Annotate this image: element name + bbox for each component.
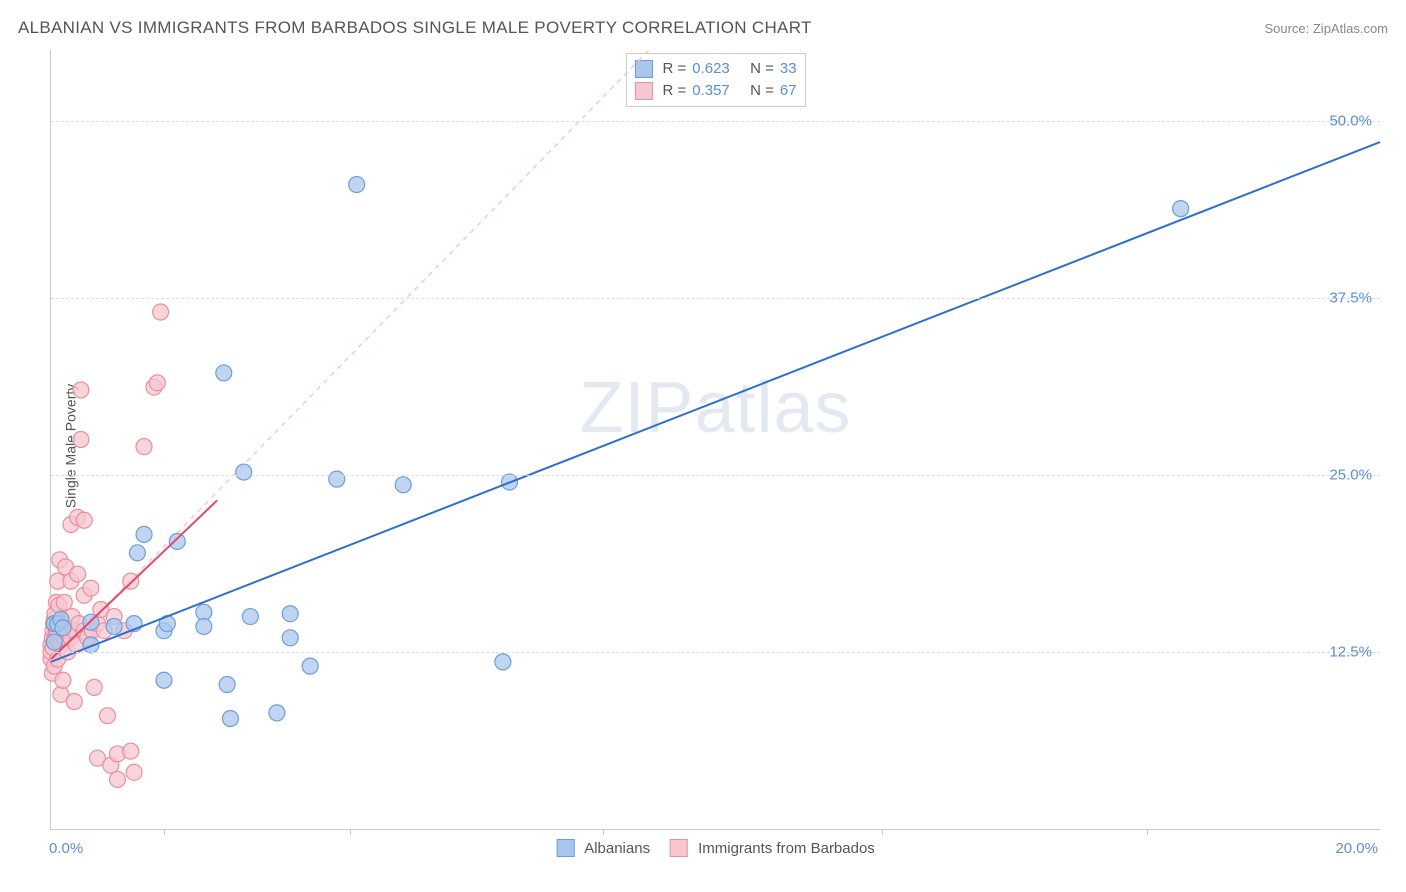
chart-svg	[51, 50, 1380, 829]
y-tick-label: 37.5%	[1329, 289, 1372, 306]
legend-item-pink: Immigrants from Barbados	[670, 839, 875, 857]
y-tick-label: 12.5%	[1329, 643, 1372, 660]
legend-label-blue: Albanians	[584, 840, 650, 857]
gridline-h	[51, 298, 1380, 299]
gridline-h	[51, 652, 1380, 653]
x-tick	[1147, 829, 1148, 835]
legend-item-blue: Albanians	[556, 839, 650, 857]
y-tick-label: 50.0%	[1329, 112, 1372, 129]
plot-area: ZIPatlas R = 0.623 N = 33 R = 0.357 N = …	[50, 50, 1380, 830]
chart-header: ALBANIAN VS IMMIGRANTS FROM BARBADOS SIN…	[18, 18, 1388, 38]
chart-title: ALBANIAN VS IMMIGRANTS FROM BARBADOS SIN…	[18, 18, 812, 38]
y-tick-label: 25.0%	[1329, 466, 1372, 483]
chart-source: Source: ZipAtlas.com	[1264, 21, 1388, 36]
gridline-h	[51, 121, 1380, 122]
x-origin-label: 0.0%	[49, 840, 83, 857]
x-tick	[603, 829, 604, 835]
x-tick	[164, 829, 165, 835]
legend-swatch-blue	[556, 839, 574, 857]
legend-label-pink: Immigrants from Barbados	[698, 840, 875, 857]
gridline-h	[51, 475, 1380, 476]
x-tick	[882, 829, 883, 835]
x-tick	[350, 829, 351, 835]
x-max-label: 20.0%	[1335, 840, 1378, 857]
legend-swatch-pink	[670, 839, 688, 857]
legend-series: Albanians Immigrants from Barbados	[556, 839, 875, 857]
